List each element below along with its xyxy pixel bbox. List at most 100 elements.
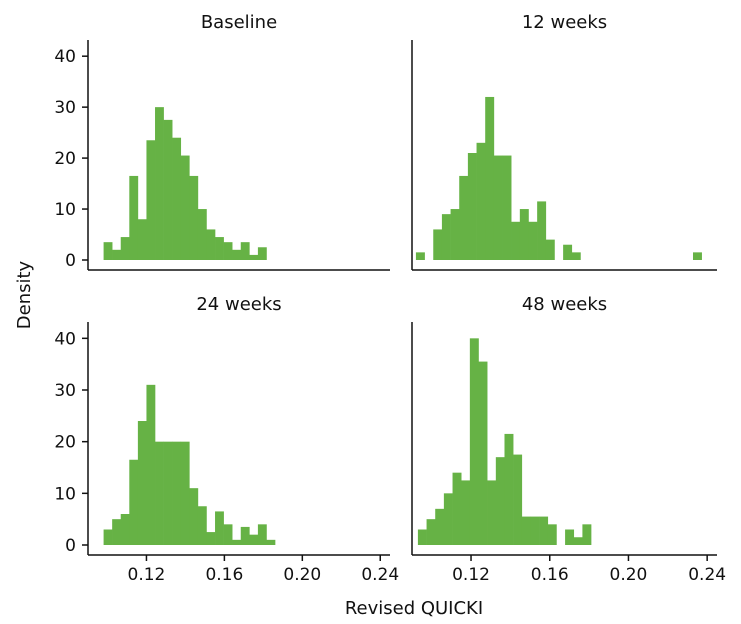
histogram-bar [478,361,488,545]
histogram-bar [146,140,156,260]
x-tick-label: 0.12 [128,565,166,585]
x-tick-label: 0.16 [531,565,569,585]
histogram-bar [504,433,514,545]
histogram-bar [146,384,156,545]
histogram-bar [487,480,497,545]
histogram-bar [257,524,267,545]
histogram-bar [163,441,173,545]
histogram-bar [266,539,276,545]
x-axis-title: Revised QUICKI [345,598,483,619]
histogram-bar [565,529,575,545]
histogram-bar [441,214,451,260]
histogram-bar [519,209,529,260]
histogram-bar [197,506,207,545]
histogram-bar [426,519,436,545]
y-tick-label: 40 [54,329,76,349]
histogram-bar [129,459,139,545]
x-tick-label: 0.24 [688,565,726,585]
histogram-bar [573,537,583,545]
y-tick-label: 30 [54,98,76,118]
histogram-bar [172,137,182,260]
y-axis-title: Density [14,260,35,329]
histogram-bar [223,524,233,545]
x-tick-label: 0.16 [205,565,243,585]
y-tick-label: 40 [54,47,76,67]
histogram-bar [197,209,207,260]
histogram-bar [155,107,164,261]
histogram-bar [103,529,113,545]
histogram-bar [103,242,113,260]
histogram-bar [433,229,443,260]
histogram-bar [528,221,538,260]
histogram-bar [223,242,233,260]
panels-layer: Baseline 0 10 20 30 40 12 weeks 24 weeks 0 10 20 30… [54,12,726,585]
histogram-bar [563,244,573,260]
histogram-bar [502,155,512,260]
panel-3: 24 weeks 0 10 20 30 40 0.12 0.16 0.20 0.24 [54,294,399,585]
histogram-bar [415,252,425,260]
histogram-bar [137,421,147,545]
histogram-bar [539,516,549,545]
histogram-bar [172,441,182,545]
x-tick-label: 0.24 [361,565,399,585]
histogram-bar [240,242,250,260]
histogram-bar [571,252,581,260]
histogram-bar [189,488,199,545]
panel-title: 48 weeks [522,294,607,315]
histogram-bar [240,526,250,545]
histogram-bar [257,247,267,260]
histogram-bar [163,119,173,260]
panel-title: 24 weeks [196,294,281,315]
histogram-bar [513,454,523,545]
y-tick-label: 20 [54,149,76,169]
y-tick-label: 20 [54,433,76,453]
histogram-bar [450,209,460,260]
histogram-bar [120,237,130,260]
histogram-bar [521,516,531,545]
histogram-bar [112,249,122,260]
histogram-bar [232,539,242,545]
histogram-bar [215,511,224,545]
x-tick-label: 0.20 [283,565,321,585]
histogram-bar [137,219,147,260]
histogram-bar [582,524,592,545]
histogram-bar [155,441,164,545]
histogram-bar [189,175,199,260]
y-tick-label: 30 [54,381,76,401]
histogram-bar [180,441,190,545]
histogram-bar [435,508,445,545]
histogram-bar [511,221,521,260]
histogram-bar [417,529,427,545]
histogram-bar [215,237,224,260]
histogram-bar [545,239,555,260]
panel-2: 12 weeks [411,12,717,271]
histogram-bar [485,96,495,260]
x-tick-label: 0.12 [452,565,490,585]
histogram-bar [530,516,540,545]
histogram-bar [469,338,479,545]
histogram-bar [467,153,477,260]
y-tick-label: 10 [54,200,76,220]
histogram-bar [443,493,453,545]
histogram-bar [476,142,486,260]
histogram-bar [692,252,702,260]
histogram-bar [206,532,216,545]
histogram-bar [547,524,557,545]
histogram-bar [249,534,259,545]
histogram-bar [129,175,139,260]
panel-4: 48 weeks 0.12 0.16 0.20 0.24 [411,294,726,585]
histogram-bar [206,229,216,260]
histogram-bar [249,254,259,260]
panel-title: 12 weeks [522,12,607,33]
histogram-bar [120,514,130,545]
histogram-bar [180,155,190,260]
histogram-bar [495,457,505,545]
histogram-bar [537,201,547,260]
histogram-bar [452,472,462,545]
histogram-bar [112,519,122,545]
histogram-bar [232,249,242,260]
y-tick-label: 0 [65,251,76,271]
histogram-bar [459,175,469,260]
